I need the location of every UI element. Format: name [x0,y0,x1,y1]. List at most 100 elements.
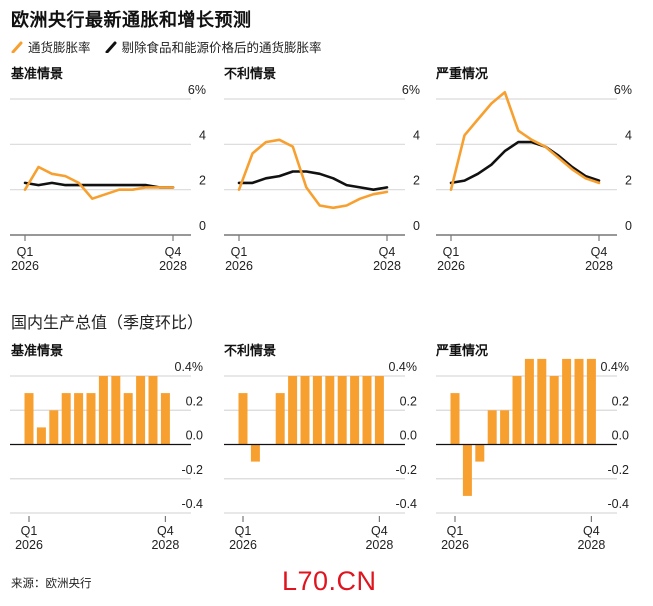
legend-label-core-inflation: 剔除食品和能源价格后的通货膨胀率 [121,40,322,55]
y-tick-label: 4 [625,128,632,142]
gdp-bar [136,376,146,445]
gdp-bar [86,393,96,445]
gdp-bar [450,393,460,445]
inflation-chart-2 [436,90,617,241]
legend-label-inflation: 通货膨胀率 [28,40,91,55]
gdp-bar [524,358,534,445]
gdp-bar [337,376,347,445]
x-tick-label: Q1 [443,245,460,259]
gdp-bar [288,376,298,445]
inflation-line [23,165,175,200]
inflation-line [237,138,389,210]
gdp-bar [462,444,472,496]
x-tick-label: 2026 [229,538,257,552]
x-tick-label: Q4 [591,245,608,259]
y-tick-label: 0.4% [601,360,630,374]
gdp-bar [111,376,121,445]
x-tick-label: 2028 [373,259,401,273]
watermark: L70.CN [282,566,377,596]
gdp-bar [312,376,322,445]
gdp-bar [148,376,158,445]
gdp-bar [586,358,596,445]
y-tick-label: 0 [625,219,632,233]
gdp-bar [362,376,372,445]
gdp-bar [300,376,310,445]
core-inflation-line [23,181,175,189]
y-tick-label: 0.0 [400,429,417,443]
y-tick-label: 0 [413,219,420,233]
y-tick-label: -0.4 [607,497,629,511]
legend-item-core-inflation: 剔除食品和能源价格后的通货膨胀率 [105,37,322,56]
y-tick-label: 2 [625,174,632,188]
panel-title-gdp-adverse: 不利情景 [224,344,277,359]
panel-title-inflation-severe: 严重情况 [436,67,489,82]
core-inflation-line [237,170,389,191]
y-tick-label: -0.2 [607,463,629,477]
x-tick-label: Q1 [447,524,464,538]
legend: 通货膨胀率 剔除食品和能源价格后的通货膨胀率 [11,37,336,56]
gdp-bar [325,376,335,445]
x-tick-label: Q4 [157,524,174,538]
gdp-bar [250,444,260,462]
gdp-bar [562,358,572,445]
gdp-bar [238,393,248,445]
gdp-bar [487,410,497,445]
y-tick-label: -0.4 [181,497,203,511]
panel-title-inflation-adverse: 不利情景 [224,67,277,82]
panel-title-gdp-severe: 严重情况 [436,344,489,359]
x-tick-label: 2026 [15,538,43,552]
y-tick-label: 0.0 [612,429,629,443]
gdp-section-title: 国内生产总值（季度环比） [11,313,204,332]
y-tick-label: 4 [413,128,420,142]
x-tick-label: 2028 [151,538,179,552]
x-tick-label: 2028 [577,538,605,552]
x-tick-label: 2028 [585,259,613,273]
x-tick-label: 2028 [365,538,393,552]
orange-line-icon [11,41,23,53]
gdp-bar [160,393,170,445]
y-tick-label: 0.4% [389,360,418,374]
y-tick-label: -0.4 [395,497,417,511]
gdp-bar [574,358,584,445]
gdp-bar [24,393,34,445]
y-tick-label: 4 [199,128,206,142]
gdp-bar [374,376,384,445]
y-tick-label: 6% [614,83,632,97]
gdp-bar [74,393,84,445]
y-tick-label: 6% [402,83,420,97]
x-tick-label: 2028 [159,259,187,273]
y-tick-label: 0.2 [186,394,203,408]
core-inflation-line [449,140,601,185]
gdp-bar [98,376,108,445]
gdp-bar [500,410,510,445]
x-tick-label: Q1 [231,245,248,259]
black-line-icon [105,41,117,53]
y-tick-label: 0.4% [175,360,204,374]
gdp-bar [36,427,46,445]
gdp-chart-1 [224,375,405,522]
inflation-chart-0 [10,98,191,241]
x-tick-label: 2026 [441,538,469,552]
gdp-chart-0 [10,375,191,522]
inflation-line [449,90,601,191]
y-tick-label: 0.2 [400,394,417,408]
gdp-bar [475,444,485,462]
y-tick-label: 0 [199,219,206,233]
chart-title: 欧洲央行最新通胀和增长预测 [11,10,252,31]
gdp-chart-2 [436,358,617,522]
y-tick-label: 0.0 [186,429,203,443]
y-tick-label: 6% [188,83,206,97]
panel-title-gdp-base: 基准情景 [11,344,64,359]
x-tick-label: Q1 [17,245,34,259]
gdp-bar [512,376,522,445]
inflation-chart-1 [224,98,405,241]
x-tick-label: Q1 [235,524,252,538]
gdp-bar [537,358,547,445]
gdp-bar [123,393,133,445]
x-tick-label: 2026 [11,259,39,273]
y-tick-label: -0.2 [395,463,417,477]
x-tick-label: 2026 [437,259,465,273]
gdp-bar [49,410,59,445]
y-tick-label: 2 [413,174,420,188]
y-tick-label: 2 [199,174,206,188]
